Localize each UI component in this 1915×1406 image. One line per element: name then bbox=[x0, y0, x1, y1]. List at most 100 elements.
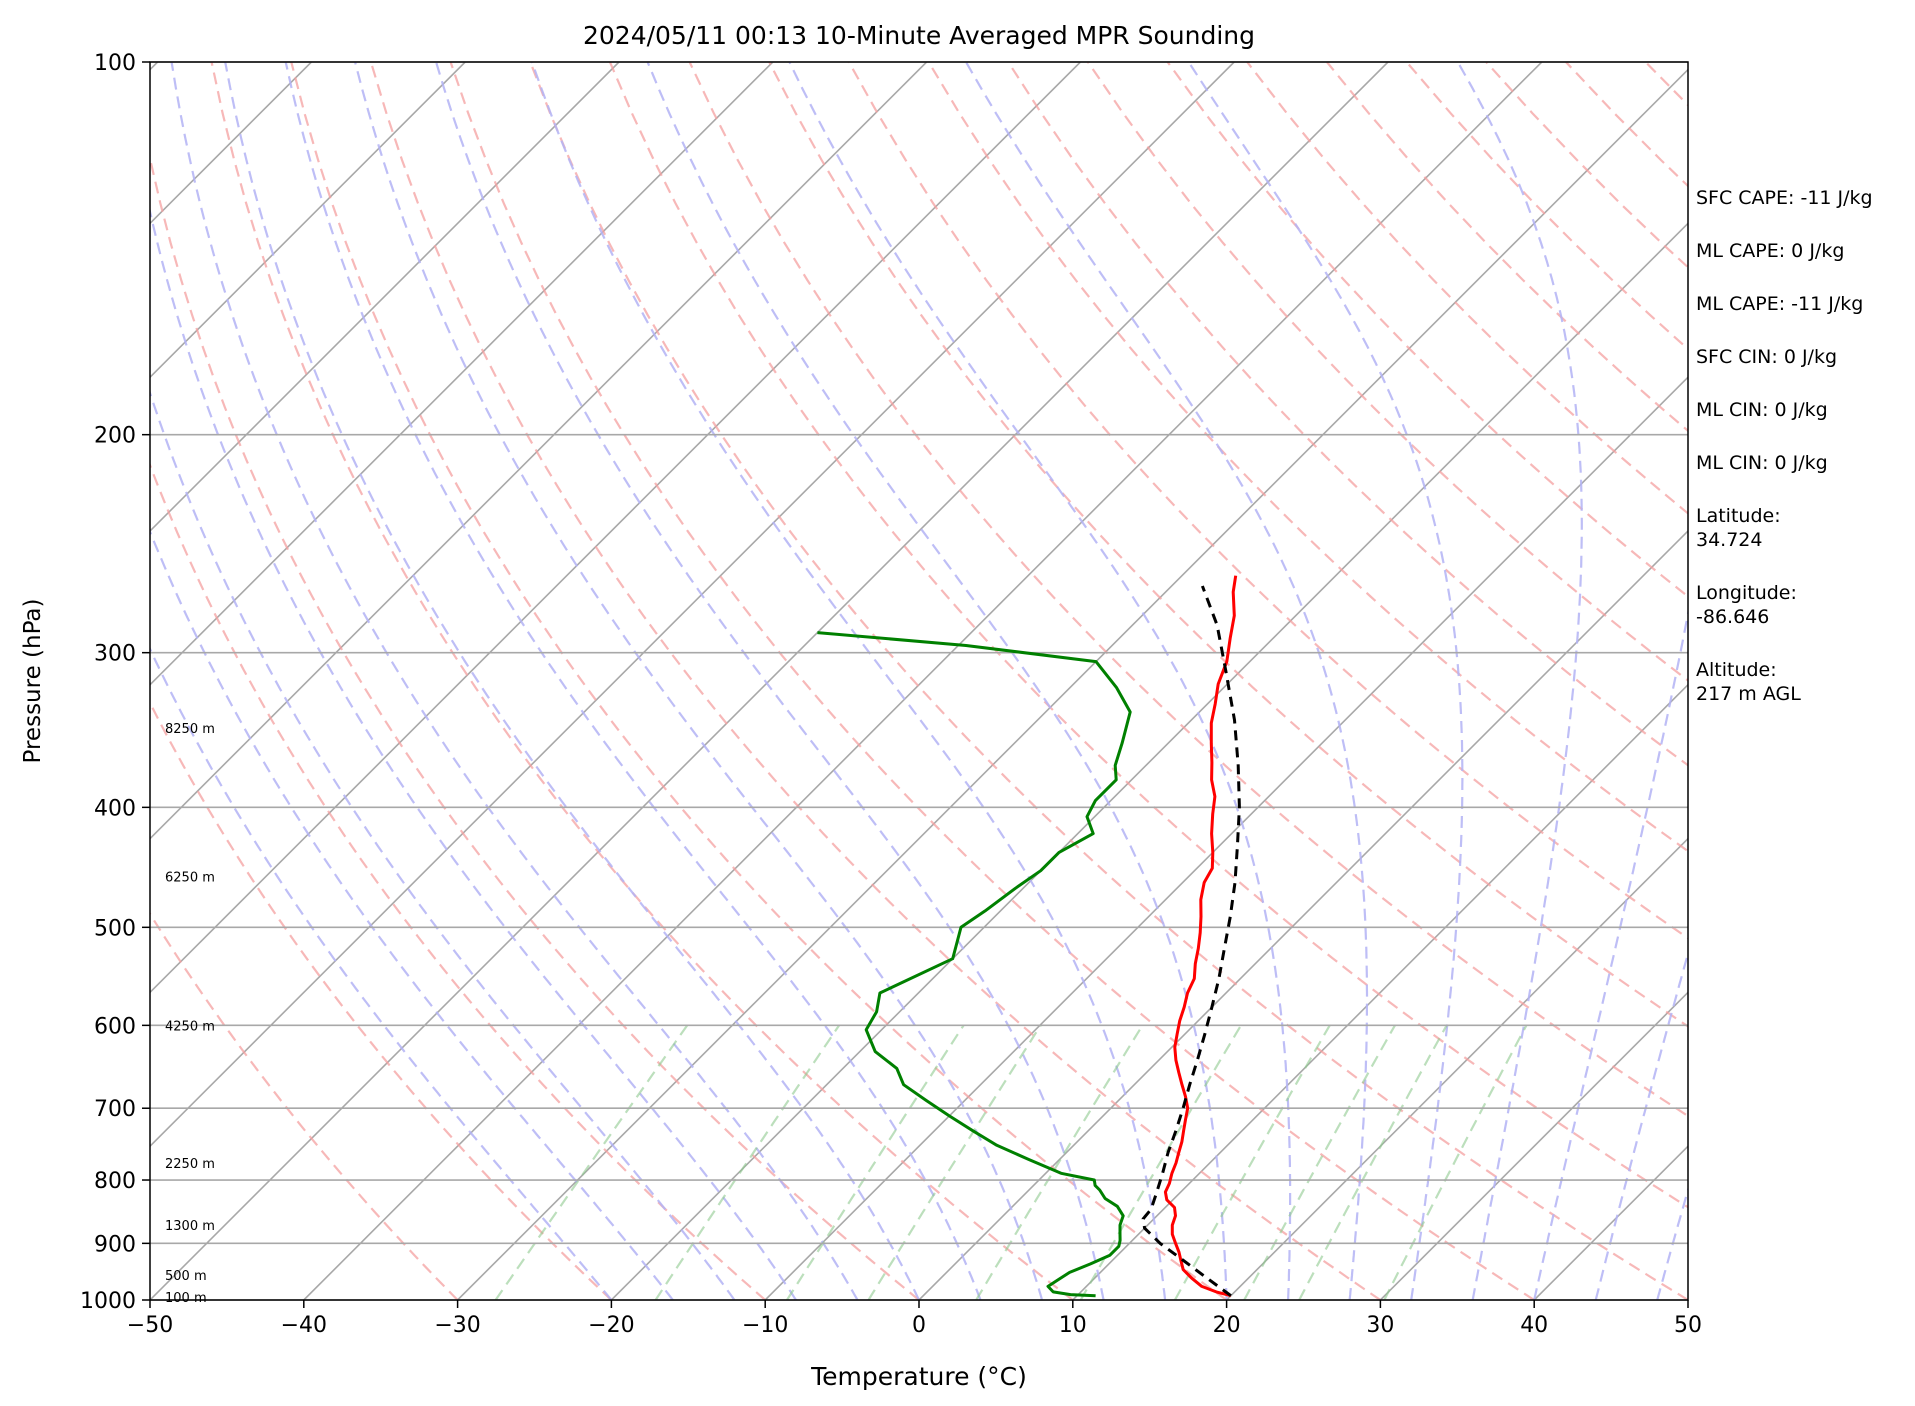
x-axis-ticks: −50 −40 −30 −20 −10 0 10 20 30 40 50 bbox=[127, 1300, 1702, 1338]
x-tick-label: 10 bbox=[1059, 1313, 1087, 1338]
isotherm-line bbox=[150, 62, 312, 225]
sounding-series bbox=[817, 575, 1241, 1298]
moist-adiabat-line bbox=[170, 62, 859, 1300]
info-sfc-cape: SFC CAPE: -11 J/kg bbox=[1696, 187, 1873, 209]
temperature-line bbox=[1163, 575, 1238, 1298]
moist-adiabat-line bbox=[224, 62, 920, 1300]
longitude-value: -86.646 bbox=[1696, 606, 1770, 628]
isotherm-line bbox=[457, 68, 1688, 1300]
isotherm-line bbox=[610, 222, 1688, 1300]
x-tick-label: 20 bbox=[1213, 1313, 1241, 1338]
y-tick-label: 800 bbox=[94, 1169, 136, 1194]
info-ml-cin: ML CIN: 0 J/kg bbox=[1696, 399, 1828, 421]
x-tick-label: −10 bbox=[742, 1313, 788, 1338]
height-label: 500 m bbox=[165, 1269, 207, 1284]
moist-adiabat-line bbox=[788, 62, 1292, 1300]
moist-adiabat-line bbox=[150, 389, 736, 1300]
mixing-ratio-line bbox=[1383, 1024, 1528, 1300]
info-ml-cape: ML CAPE: 0 J/kg bbox=[1696, 240, 1845, 262]
isotherm-line bbox=[1379, 991, 1688, 1300]
x-tick-label: −20 bbox=[588, 1313, 634, 1338]
longitude-label: Longitude: bbox=[1696, 582, 1797, 604]
height-label: 2250 m bbox=[165, 1157, 215, 1172]
y-tick-label: 1000 bbox=[80, 1289, 136, 1314]
mixing-ratio-line bbox=[654, 1024, 841, 1300]
mixing-ratio-line bbox=[494, 1024, 689, 1300]
mixing-ratio-line bbox=[786, 1024, 965, 1300]
isotherm-line bbox=[303, 62, 1543, 1300]
moist-adiabat-line bbox=[354, 62, 1044, 1300]
x-tick-label: −40 bbox=[281, 1313, 327, 1338]
x-axis-label: Temperature (°C) bbox=[810, 1362, 1027, 1391]
dry-adiabat-line bbox=[768, 62, 1688, 1028]
y-tick-label: 100 bbox=[94, 51, 136, 76]
height-label: 100 m bbox=[165, 1291, 207, 1306]
plot-frame bbox=[149, 61, 1689, 1301]
isotherm-line bbox=[150, 62, 466, 379]
isotherm-line bbox=[1072, 683, 1688, 1300]
dry-adiabat-line bbox=[1086, 62, 1688, 682]
moist-adiabat-line bbox=[435, 62, 1105, 1300]
info-sfc-cin: SFC CIN: 0 J/kg bbox=[1696, 346, 1838, 368]
dry-adiabat-line bbox=[927, 62, 1688, 853]
altitude-value: 217 m AGL bbox=[1696, 683, 1801, 705]
height-label: 1300 m bbox=[165, 1219, 215, 1234]
isotherm-line bbox=[764, 376, 1688, 1300]
chart-title: 2024/05/11 00:13 10-Minute Averaged MPR … bbox=[583, 21, 1255, 50]
dry-adiabat-line bbox=[608, 62, 1688, 1209]
dewpoint-line bbox=[817, 631, 1132, 1298]
y-tick-label: 600 bbox=[94, 1014, 136, 1039]
latitude-value: 34.724 bbox=[1696, 529, 1763, 551]
moist-adiabat-line bbox=[150, 646, 613, 1300]
dry-adiabat-line bbox=[150, 462, 766, 1300]
x-tick-label: 0 bbox=[912, 1313, 926, 1338]
dry-adiabat-line bbox=[449, 62, 1535, 1300]
x-tick-label: 50 bbox=[1674, 1313, 1702, 1338]
x-tick-label: −50 bbox=[127, 1313, 173, 1338]
isotherm-line bbox=[150, 62, 1081, 994]
moist-adiabat-line bbox=[530, 62, 1167, 1300]
dry-adiabat-line bbox=[369, 62, 1382, 1300]
isotherm-line bbox=[150, 62, 1235, 1148]
x-tick-label: −30 bbox=[434, 1313, 480, 1338]
dry-adiabat-line bbox=[529, 62, 1688, 1300]
dry-adiabat-line bbox=[290, 62, 1228, 1300]
mixing-ratio-line bbox=[1173, 1024, 1331, 1300]
isotherm-line bbox=[150, 62, 774, 686]
y-tick-label: 400 bbox=[94, 796, 136, 821]
moist-adiabat-line bbox=[965, 62, 1369, 1300]
y-tick-label: 700 bbox=[94, 1097, 136, 1122]
y-tick-label: 200 bbox=[94, 424, 136, 449]
height-labels: 8250 m 6250 m 4250 m 2250 m 1300 m 500 m 100 m bbox=[165, 722, 215, 1306]
y-tick-label: 300 bbox=[94, 642, 136, 667]
x-tick-label: 30 bbox=[1366, 1313, 1394, 1338]
y-tick-label: 900 bbox=[94, 1232, 136, 1257]
dry-adiabat-line bbox=[150, 700, 613, 1300]
info-ml-cin-2: ML CIN: 0 J/kg bbox=[1696, 452, 1828, 474]
isotherm-line bbox=[0, 62, 4, 1300]
info-ml-cape-2: ML CAPE: -11 J/kg bbox=[1696, 293, 1864, 315]
moist-adiabat-line bbox=[284, 62, 982, 1300]
mixing-ratio-line bbox=[975, 1024, 1144, 1300]
height-label: 4250 m bbox=[165, 1019, 215, 1034]
latitude-label: Latitude: bbox=[1696, 505, 1781, 527]
y-axis-label: Pressure (hPa) bbox=[20, 599, 46, 764]
info-panel: SFC CAPE: -11 J/kg ML CAPE: 0 J/kg ML CA… bbox=[1696, 186, 1911, 706]
moist-adiabat-line bbox=[1187, 62, 1464, 1300]
dry-adiabat-line bbox=[150, 152, 920, 1300]
isotherm-line bbox=[150, 62, 928, 840]
x-tick-label: 40 bbox=[1520, 1313, 1548, 1338]
isotherm-line bbox=[1226, 837, 1688, 1300]
dry-adiabat-line bbox=[688, 62, 1688, 1118]
isotherm-line bbox=[150, 62, 1389, 1300]
isotherm-line bbox=[150, 62, 620, 533]
moist-adiabat-line bbox=[1594, 949, 1688, 1300]
background-lines bbox=[0, 62, 1688, 1300]
y-tick-label: 500 bbox=[94, 916, 136, 941]
y-axis-ticks: 100 200 300 400 500 600 700 800 900 1000 bbox=[80, 51, 150, 1314]
pressure-gridlines bbox=[150, 61, 1688, 1301]
dry-adiabat-line bbox=[847, 62, 1688, 940]
height-label: 6250 m bbox=[165, 871, 215, 886]
moist-adiabat-line bbox=[646, 62, 1228, 1300]
